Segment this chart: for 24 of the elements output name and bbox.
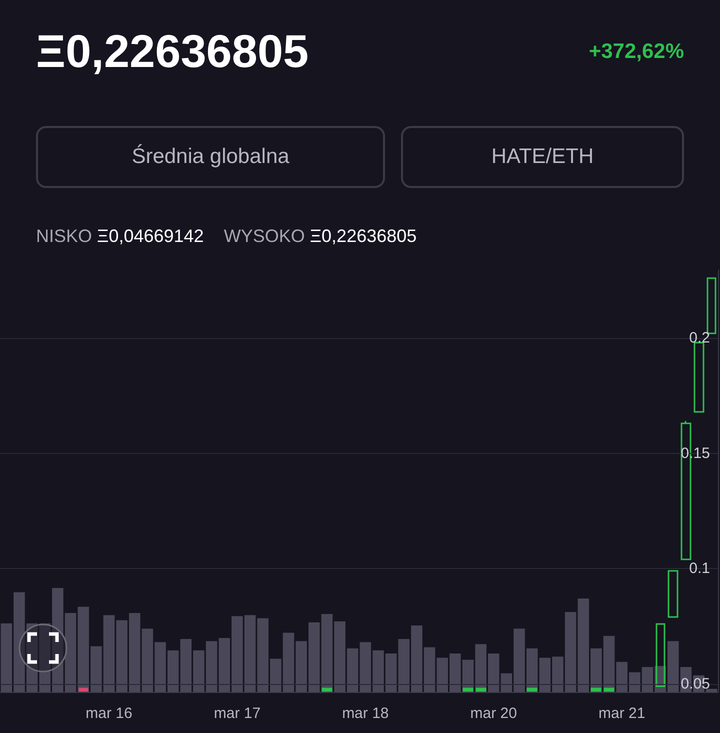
candlestick [668, 570, 678, 618]
text: +372,62% [588, 40, 684, 64]
candlestick [322, 688, 332, 692]
text: NISKO Ξ0,04669142 [36, 226, 204, 246]
x-tick-label: mar 21 [598, 705, 646, 722]
chart-title: Ξ0,22636805 [36, 24, 309, 78]
text: Średnia globalna [36, 126, 385, 188]
x-tick-label: mar 16 [86, 705, 132, 722]
x-tick-label: mar 18 [342, 705, 389, 722]
candlestick [462, 688, 474, 692]
x-tick-label: mar 17 [214, 705, 261, 722]
text: HATE/ETH [401, 126, 684, 188]
candlestick [526, 688, 538, 692]
candlestick [604, 688, 614, 692]
candlestick [78, 688, 88, 692]
y-tick-label: 0.15 [680, 444, 710, 462]
y-tick-label: 0.1 [689, 560, 710, 578]
x-tick-label: mar 20 [470, 705, 517, 722]
candlestick [694, 342, 704, 413]
y-tick-label: 0.05 [680, 675, 710, 692]
candlestick [476, 688, 486, 692]
candlestick [590, 688, 602, 692]
y-tick-label: 0.2 [689, 330, 710, 347]
text: WYSOKO Ξ0,22636805 [224, 226, 417, 246]
